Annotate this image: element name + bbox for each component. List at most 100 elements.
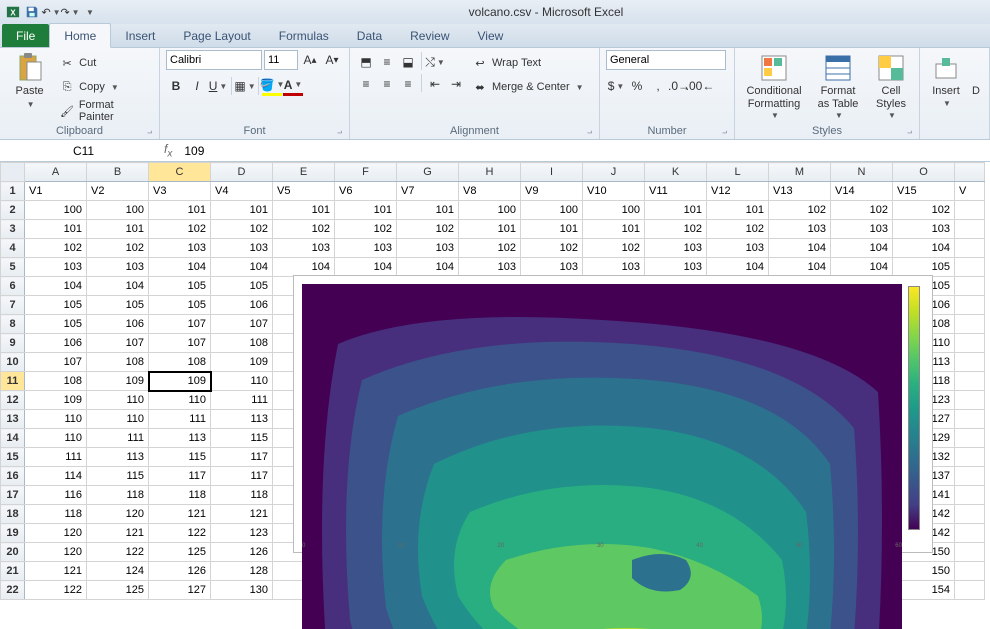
cell[interactable]: 105 xyxy=(149,277,211,296)
cell[interactable]: 113 xyxy=(149,429,211,448)
col-header[interactable]: N xyxy=(831,163,893,182)
cell[interactable]: 117 xyxy=(149,467,211,486)
cell[interactable]: 110 xyxy=(211,372,273,391)
cell[interactable] xyxy=(955,220,985,239)
italic-button[interactable]: I xyxy=(187,76,207,96)
col-header[interactable]: O xyxy=(893,163,955,182)
cell[interactable]: V6 xyxy=(335,182,397,201)
cell[interactable] xyxy=(955,315,985,334)
cell[interactable]: 127 xyxy=(149,581,211,600)
cell[interactable]: 102 xyxy=(459,239,521,258)
wrap-text-button[interactable]: ↩Wrap Text xyxy=(469,52,587,74)
row-header[interactable]: 18 xyxy=(1,505,25,524)
cell[interactable]: 122 xyxy=(149,524,211,543)
col-header[interactable]: M xyxy=(769,163,831,182)
col-header[interactable]: I xyxy=(521,163,583,182)
cell[interactable]: V14 xyxy=(831,182,893,201)
cell[interactable]: 102 xyxy=(769,201,831,220)
number-format-select[interactable] xyxy=(606,50,726,70)
cell[interactable]: 101 xyxy=(459,220,521,239)
row-header[interactable]: 10 xyxy=(1,353,25,372)
cell[interactable]: 115 xyxy=(87,467,149,486)
cell[interactable]: 108 xyxy=(25,372,87,391)
cell[interactable]: 101 xyxy=(273,201,335,220)
cell[interactable]: 102 xyxy=(893,201,955,220)
row-header[interactable]: 5 xyxy=(1,258,25,277)
cell[interactable]: 107 xyxy=(149,334,211,353)
cell[interactable]: 110 xyxy=(87,391,149,410)
cell[interactable]: 121 xyxy=(149,505,211,524)
cell[interactable]: 110 xyxy=(149,391,211,410)
cell-styles-button[interactable]: Cell Styles▼ xyxy=(869,50,913,122)
cell[interactable]: 101 xyxy=(149,201,211,220)
cell[interactable]: 118 xyxy=(211,486,273,505)
cell[interactable]: V5 xyxy=(273,182,335,201)
cell[interactable]: 110 xyxy=(25,429,87,448)
bold-button[interactable]: B xyxy=(166,76,186,96)
cell[interactable]: 101 xyxy=(583,220,645,239)
decrease-indent-icon[interactable]: ⇤ xyxy=(425,74,445,94)
cell[interactable] xyxy=(955,277,985,296)
cell[interactable]: 105 xyxy=(211,277,273,296)
cell[interactable]: 130 xyxy=(211,581,273,600)
cell[interactable]: 128 xyxy=(211,562,273,581)
cell[interactable]: 103 xyxy=(707,239,769,258)
cell[interactable]: 111 xyxy=(87,429,149,448)
row-header[interactable]: 14 xyxy=(1,429,25,448)
undo-icon[interactable]: ↶▼ xyxy=(42,3,60,21)
cell[interactable]: 113 xyxy=(211,410,273,429)
cell[interactable] xyxy=(955,372,985,391)
row-header[interactable]: 15 xyxy=(1,448,25,467)
cell[interactable]: 121 xyxy=(25,562,87,581)
cell[interactable]: 118 xyxy=(25,505,87,524)
cell[interactable]: 102 xyxy=(87,239,149,258)
cell[interactable]: 104 xyxy=(149,258,211,277)
col-header[interactable]: F xyxy=(335,163,397,182)
col-header[interactable]: B xyxy=(87,163,149,182)
cell[interactable]: 126 xyxy=(211,543,273,562)
row-header[interactable]: 1 xyxy=(1,182,25,201)
cell[interactable]: 101 xyxy=(397,201,459,220)
percent-icon[interactable]: % xyxy=(627,76,647,96)
col-header[interactable]: H xyxy=(459,163,521,182)
align-left-icon[interactable]: ≡ xyxy=(356,74,376,94)
delete-cells-button[interactable]: D xyxy=(969,50,983,100)
cell[interactable]: 118 xyxy=(149,486,211,505)
row-header[interactable]: 2 xyxy=(1,201,25,220)
cell[interactable]: 102 xyxy=(831,201,893,220)
cell[interactable]: 103 xyxy=(893,220,955,239)
cell[interactable]: V3 xyxy=(149,182,211,201)
cell[interactable]: V2 xyxy=(87,182,149,201)
cell[interactable]: 103 xyxy=(645,258,707,277)
cell[interactable]: 115 xyxy=(149,448,211,467)
fill-color-button[interactable]: 🪣▼ xyxy=(262,76,282,96)
row-header[interactable]: 11 xyxy=(1,372,25,391)
col-header[interactable] xyxy=(955,163,985,182)
cell[interactable]: 103 xyxy=(87,258,149,277)
row-header[interactable]: 13 xyxy=(1,410,25,429)
cell[interactable]: V10 xyxy=(583,182,645,201)
cell[interactable]: 103 xyxy=(459,258,521,277)
excel-icon[interactable]: X xyxy=(4,3,22,21)
cell[interactable]: 106 xyxy=(211,296,273,315)
cell[interactable]: 105 xyxy=(149,296,211,315)
align-middle-icon[interactable]: ≡ xyxy=(377,52,397,72)
row-header[interactable]: 4 xyxy=(1,239,25,258)
col-header[interactable]: L xyxy=(707,163,769,182)
decrease-font-icon[interactable]: A▾ xyxy=(322,50,342,70)
cell[interactable]: V11 xyxy=(645,182,707,201)
tab-view[interactable]: View xyxy=(464,24,518,47)
cell[interactable]: 107 xyxy=(25,353,87,372)
tab-data[interactable]: Data xyxy=(343,24,396,47)
cell[interactable]: 104 xyxy=(273,258,335,277)
qat-customize-icon[interactable]: ▼ xyxy=(80,3,98,21)
row-header[interactable]: 7 xyxy=(1,296,25,315)
cell[interactable]: 104 xyxy=(893,239,955,258)
conditional-formatting-button[interactable]: Conditional Formatting▼ xyxy=(741,50,807,122)
select-all-corner[interactable] xyxy=(1,163,25,182)
cell[interactable]: 103 xyxy=(335,239,397,258)
cell[interactable]: 109 xyxy=(211,353,273,372)
cell[interactable] xyxy=(955,391,985,410)
cell[interactable]: 109 xyxy=(87,372,149,391)
cell[interactable]: 105 xyxy=(25,296,87,315)
